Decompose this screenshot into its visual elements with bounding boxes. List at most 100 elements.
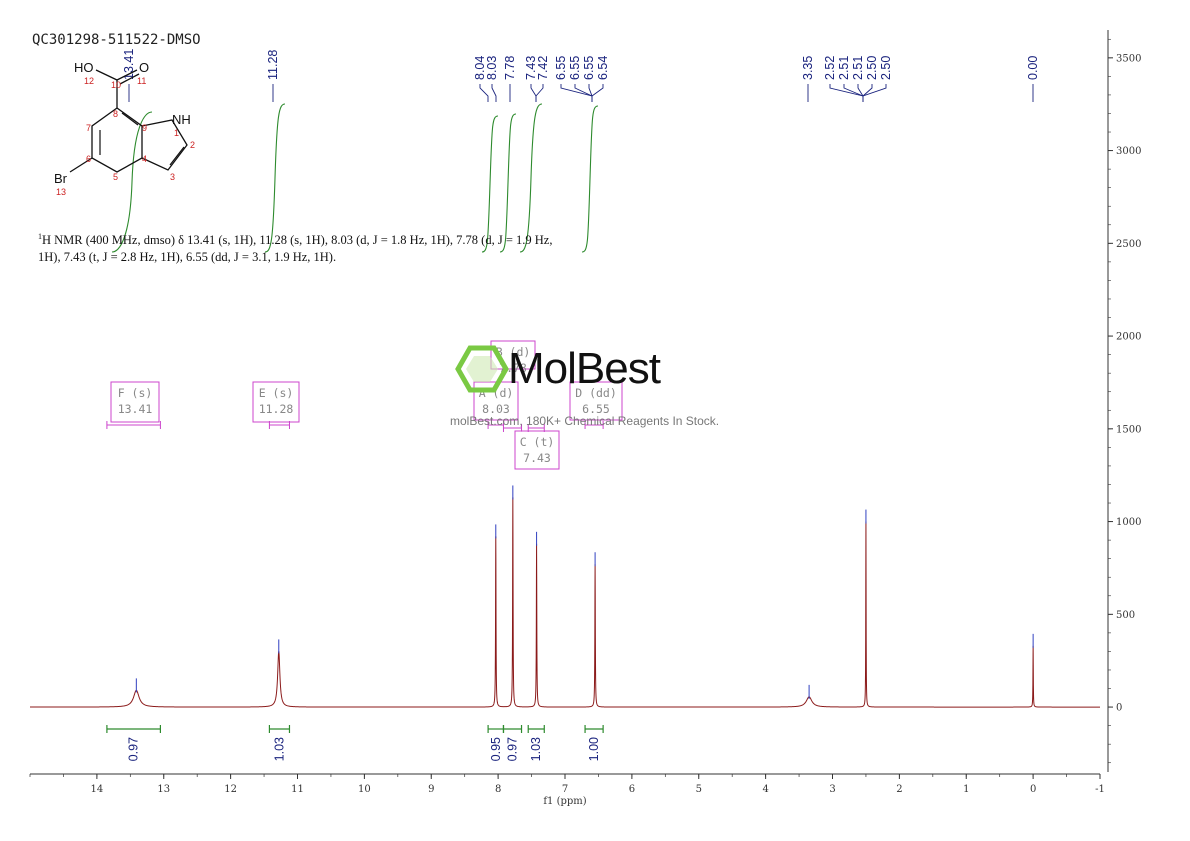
x-tick-label: 12 xyxy=(224,784,237,795)
peak-shift-label: 8.04 xyxy=(473,56,487,80)
atom-nh-num: 1 xyxy=(174,128,179,138)
atom-nh: NH xyxy=(172,112,191,127)
peak-shift-label: 13.41 xyxy=(122,49,136,80)
multiplet-shift: 8.03 xyxy=(482,402,510,416)
multiplet-shift: 11.28 xyxy=(259,402,294,416)
y-tick-label: 3000 xyxy=(1116,146,1141,157)
x-tick-label: 13 xyxy=(157,784,170,795)
atom-ho-num: 12 xyxy=(84,76,94,86)
ring-num: 2 xyxy=(190,140,195,150)
ring-num: 6 xyxy=(86,154,91,164)
x-tick-label: 1 xyxy=(963,784,969,795)
integral-curve xyxy=(264,103,286,253)
ring-num: 4 xyxy=(142,154,147,164)
peak-shift-label: 2.52 xyxy=(823,56,837,80)
multiplet-letter: C (t) xyxy=(520,435,555,449)
pyrrole-ring xyxy=(141,119,188,171)
peak-label-connector xyxy=(535,84,544,102)
bromo-bond xyxy=(69,157,93,173)
peak-shift-label: 8.03 xyxy=(485,56,499,80)
multiplet-letter: B (d) xyxy=(496,345,531,359)
peak-shift-label: 7.78 xyxy=(503,56,517,80)
peak-label-connector xyxy=(857,84,864,102)
peak-label-connector xyxy=(843,84,864,102)
inner-double-bond xyxy=(121,112,139,126)
integral-curve xyxy=(581,105,599,253)
pyrrole-double-bond xyxy=(169,146,185,166)
molecule-structure: HO 12 O 11 NH 1 Br 13 10 8 7 9 2 6 4 5 3 xyxy=(54,60,195,197)
multiplet-box xyxy=(569,381,623,421)
carbonyl-bond xyxy=(116,69,138,81)
multiplet-box xyxy=(110,381,160,423)
molbest-logo-icon xyxy=(455,345,509,393)
x-tick-label: 9 xyxy=(428,784,434,795)
peak-shift-label: 7.43 xyxy=(524,56,538,80)
y-tick-label: 2500 xyxy=(1116,239,1141,250)
atom-br: Br xyxy=(54,171,68,186)
peak-shift-label: 6.55 xyxy=(568,56,582,80)
multiplet-box xyxy=(514,430,560,470)
peak-label-connector xyxy=(491,84,497,102)
peak-label-connector xyxy=(591,84,604,102)
watermark-brand: MolBest xyxy=(508,344,661,393)
x-tick-label: 2 xyxy=(896,784,902,795)
x-tick-label: 3 xyxy=(829,784,835,795)
nmr-description: 1H NMR (400 MHz, dmso) δ 13.41 (s, 1H), … xyxy=(38,228,638,266)
peak-label-connector xyxy=(560,84,593,102)
peak-shift-label: 7.42 xyxy=(536,56,550,80)
integral-curve xyxy=(519,103,543,253)
atom-o-num: 11 xyxy=(137,76,146,86)
integral-value: 1.00 xyxy=(587,737,601,761)
integral-curve xyxy=(111,111,153,253)
multiplet-letter: E (s) xyxy=(259,386,294,400)
ring-num: 5 xyxy=(113,172,118,182)
integral-value: 1.03 xyxy=(529,737,543,761)
sample-title: QC301298-511522-DMSO xyxy=(32,32,201,48)
nmr-superscript: 1 xyxy=(38,232,42,241)
peak-label-connector xyxy=(530,84,537,102)
multiplet-shift: 13.41 xyxy=(118,402,153,416)
y-tick-label: 1500 xyxy=(1116,424,1141,435)
x-tick-label: 0 xyxy=(1030,784,1036,795)
x-tick-label: 6 xyxy=(629,784,635,795)
x-tick-label: 5 xyxy=(696,784,702,795)
integral-curve xyxy=(499,113,517,253)
peak-shift-label: 2.51 xyxy=(837,56,851,80)
atom-o: O xyxy=(139,60,149,75)
nmr-description-line1: H NMR (400 MHz, dmso) δ 13.41 (s, 1H), 1… xyxy=(42,233,553,248)
multiplet-shift: 6.55 xyxy=(582,402,610,416)
watermark: MolBest molBest.com, 180K+ Chemical Reag… xyxy=(450,342,750,432)
multiplet-letter: D (dd) xyxy=(575,386,617,400)
atom-ho: HO xyxy=(74,60,94,75)
carbonyl-bond xyxy=(119,73,140,85)
carboxyl-bond xyxy=(95,69,118,81)
peak-shift-label: 11.28 xyxy=(266,50,280,80)
y-tick-label: 3500 xyxy=(1116,53,1141,64)
peak-label-connector xyxy=(479,84,489,102)
atom-br-num: 13 xyxy=(56,187,66,197)
peak-shift-label: 6.54 xyxy=(596,56,610,80)
nmr-description-line2: 1H), 7.43 (t, J = 2.8 Hz, 1H), 6.55 (dd,… xyxy=(38,250,337,265)
multiplet-box xyxy=(252,381,300,423)
multiplet-shift: 7.43 xyxy=(523,451,551,465)
y-tick-label: 500 xyxy=(1116,610,1135,621)
integral-value: 0.97 xyxy=(127,737,141,761)
x-axis-label: f1 (ppm) xyxy=(543,796,586,807)
x-tick-label: 10 xyxy=(358,784,371,795)
y-tick-label: 2000 xyxy=(1116,332,1141,343)
ring-num: 8 xyxy=(113,109,118,119)
ring-num: 7 xyxy=(86,123,91,133)
peak-label-connector xyxy=(862,84,887,102)
integral-value: 0.95 xyxy=(489,737,503,761)
peak-shift-label: 2.50 xyxy=(865,56,879,80)
spectrum-trace xyxy=(30,497,1100,708)
y-tick-label: 1000 xyxy=(1116,517,1141,528)
peak-shift-label: 3.35 xyxy=(801,56,815,80)
peak-shift-label: 6.55 xyxy=(554,56,568,80)
peak-shift-label: 2.50 xyxy=(879,56,893,80)
integral-curve xyxy=(481,115,499,253)
x-tick-label: 8 xyxy=(495,784,501,795)
peak-shift-label: 6.55 xyxy=(582,56,596,80)
peak-shift-label: 0.00 xyxy=(1026,56,1040,80)
x-tick-label: 4 xyxy=(762,784,768,795)
